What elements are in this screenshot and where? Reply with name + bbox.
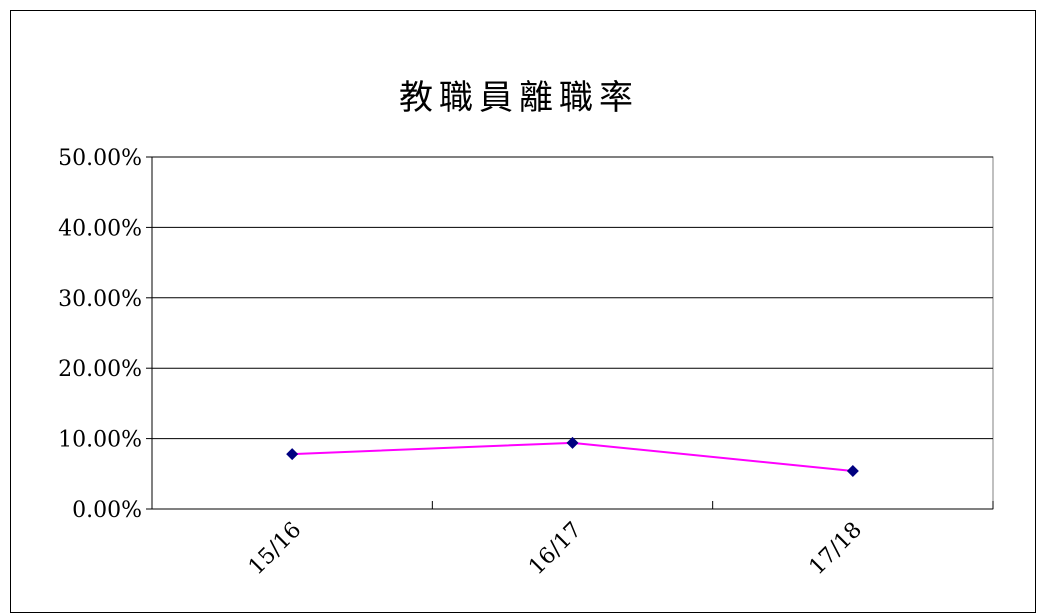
plot-area <box>151 156 994 510</box>
chart-title: 教職員離職率 <box>399 78 639 118</box>
y-tick-label: 50.00% <box>58 146 142 171</box>
x-tick-label: 16/17 <box>524 518 587 581</box>
y-tick-label: 30.00% <box>58 287 142 312</box>
y-tick-label: 20.00% <box>58 357 142 382</box>
chart-frame <box>10 10 1036 613</box>
data-point <box>566 436 579 449</box>
y-tick-label: 10.00% <box>58 428 142 453</box>
y-tick-label: 0.00% <box>72 498 142 523</box>
x-tick-label: 17/18 <box>805 518 868 581</box>
y-tick-label: 40.00% <box>58 216 142 241</box>
x-tick-label: 15/16 <box>244 518 307 581</box>
data-point <box>286 448 299 461</box>
data-point <box>846 464 859 477</box>
